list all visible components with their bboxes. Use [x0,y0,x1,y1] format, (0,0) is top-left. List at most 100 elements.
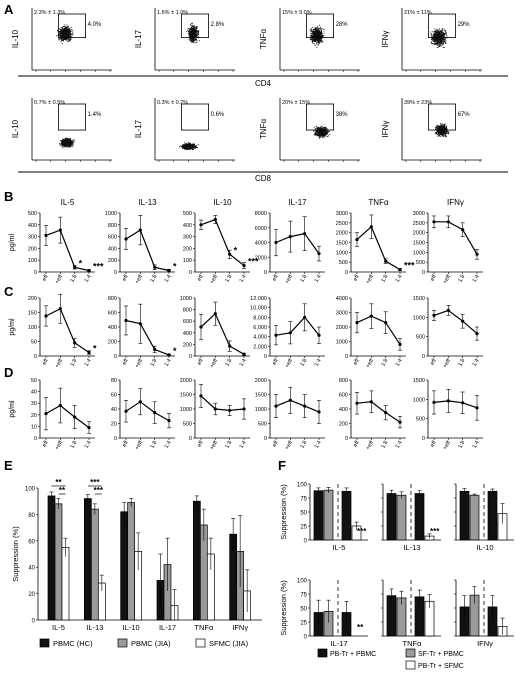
flow-event-dot [65,34,67,36]
flow-event-dot [437,30,439,32]
flow-event-dot [441,30,443,32]
flow-event-dot [314,128,316,130]
flow-event-dot [443,39,445,42]
flow-event-dot [197,31,200,33]
flow-event-dot [189,24,191,26]
flow-event-dot [193,146,195,148]
data-line [125,229,170,272]
flow-event-dot [435,35,437,37]
data-point [44,233,48,237]
flow-event-dot [64,32,66,34]
data-point [153,265,157,269]
flow-event-dot [196,34,198,36]
flow-event-dot [439,38,441,40]
flow-event-dot [443,43,445,45]
flow-event-dot [323,31,325,33]
flow-event-dot [321,36,323,38]
flow-event-dot [72,144,74,146]
flow-event-dot [189,147,191,149]
flow-event-dot [444,35,446,37]
flow-event-dot [437,132,439,134]
flow-event-dot [194,26,196,28]
flow-plot-ylabel: IFNγ [381,31,390,48]
flow-event-dot [69,143,71,145]
flow-event-dot [325,132,327,134]
flow-event-dot [443,133,445,135]
flow-event-dot [67,39,69,41]
flow-event-dot [327,135,329,138]
flow-event-dot [315,127,317,130]
flow-event-dot [66,142,68,144]
flow-gate [58,13,87,38]
flow-event-dot [321,134,324,136]
flow-event-dot [192,37,194,39]
flow-event-dot [440,136,442,138]
flow-event-dot [437,124,439,126]
flow-event-dot [312,29,315,31]
flow-event-dot [441,127,443,129]
flow-event-dot [62,139,64,141]
flow-event-dot [310,30,312,32]
flow-event-dot [191,144,193,146]
flow-event-dot [440,124,442,126]
flow-event-dot [430,31,432,33]
flow-event-dot [316,38,318,40]
flow-event-dot [67,26,69,29]
flow-event-dot [68,29,70,31]
flow-event-dot [64,142,66,144]
flow-event-dot [326,128,328,130]
flow-event-dot [64,27,66,30]
flow-corner-stat: 0.3% ± 0.2% [157,100,188,106]
flow-event-dot [319,36,322,38]
flow-event-dot [68,30,70,32]
flow-event-dot [59,142,61,145]
flow-event-dot [317,28,319,30]
flow-event-dot [60,139,62,142]
flow-event-dot [194,28,196,30]
flow-event-dot [434,36,436,38]
flow-event-dot [321,41,323,43]
flow-event-dot [187,145,189,147]
flow-event-dot [313,35,315,37]
flow-event-dot [432,35,434,37]
flow-event-dot [445,42,447,44]
flow-event-dot [440,40,443,42]
flow-event-dot [190,146,192,148]
line-plot-y-tick-label: 200 [108,258,117,264]
flow-event-dot [64,26,66,28]
flow-event-dot [316,27,318,29]
flow-event-dot [190,145,192,147]
flow-event-dot [315,41,318,43]
flow-event-dot [320,29,322,31]
flow-event-dot [194,39,196,41]
flow-event-dot [435,28,437,30]
data-point [167,268,171,273]
flow-event-dot [320,30,322,32]
flow-event-dot [70,35,72,37]
flow-event-dot [61,39,63,42]
flow-plot-ylabel: TNFα [259,119,268,140]
flow-gate [180,103,209,131]
flow-event-dot [433,40,435,42]
flow-event-dot [322,133,324,135]
flow-event-dot [438,45,440,47]
flow-event-dot [192,148,194,151]
flow-event-dot [71,143,73,145]
flow-event-dot [70,38,72,40]
flow-event-dot [192,34,194,36]
line-plot-x-tick-label: 1:4 [164,274,173,284]
flow-event-dot [318,134,320,136]
flow-event-dot [322,33,324,35]
flow-event-dot [73,139,75,141]
flow-event-dot [438,29,440,31]
flow-event-dot [435,125,437,127]
flow-event-dot [433,43,435,45]
flow-event-dot [441,44,443,46]
flow-event-dot [188,142,190,144]
flow-event-dot [316,128,318,130]
flow-event-dot [72,34,74,36]
flow-event-dot [437,46,439,48]
flow-event-dot [317,31,319,33]
flow-event-dot [317,134,319,137]
flow-event-dot [446,131,449,133]
